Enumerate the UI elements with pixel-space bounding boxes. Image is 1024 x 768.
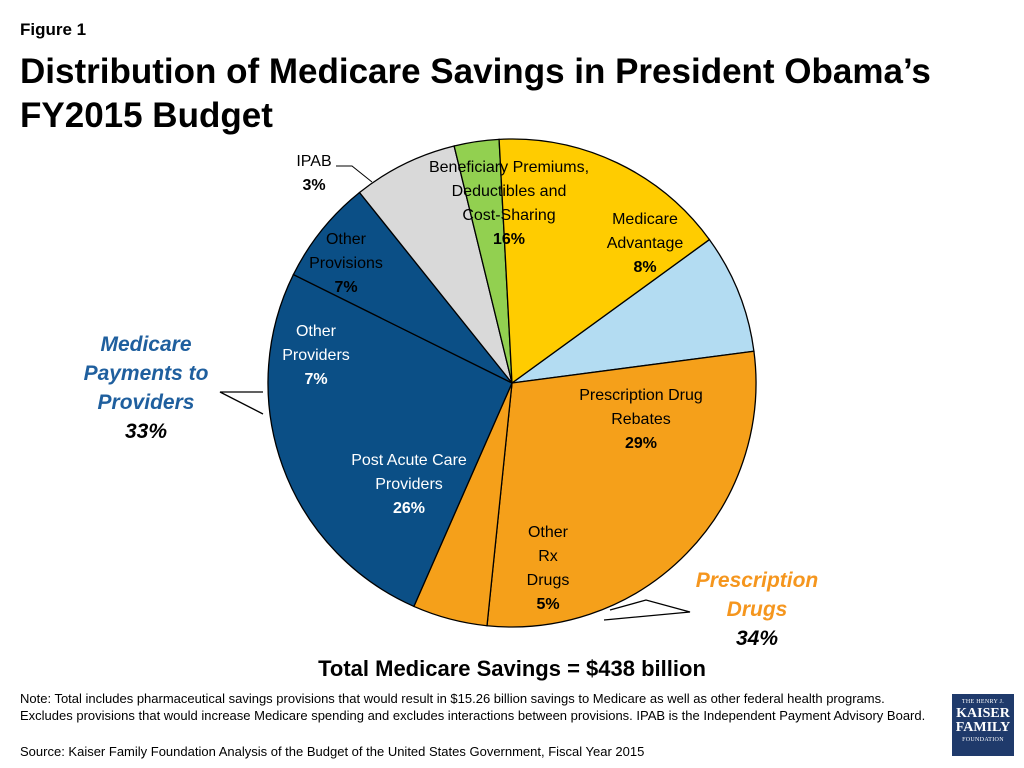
slice-label-text: Other xyxy=(296,323,337,340)
pie-slice-5 xyxy=(292,191,513,384)
group-label-text: Medicare xyxy=(100,333,191,356)
figure-label: Figure 1 xyxy=(20,20,87,39)
slice-label-text: Beneficiary Premiums, xyxy=(429,159,589,176)
slice-label-text: Other xyxy=(528,524,569,541)
slice-label-text: Deductibles and xyxy=(452,183,567,200)
group-label-2: Prescription Drugs 34% xyxy=(696,569,819,650)
slice-label-text: Medicare xyxy=(612,211,678,228)
group-percent: 34% xyxy=(736,627,778,650)
logo-line-3: FAMILY xyxy=(955,720,1011,735)
slice-label-2: Prescription Drug Rebates 29% xyxy=(579,387,703,452)
slice-label-text: IPAB xyxy=(296,153,331,170)
slice-percent: 7% xyxy=(304,371,327,388)
pie-slice-4 xyxy=(267,273,513,608)
pie-slice-6 xyxy=(358,145,513,384)
slice-label-3: Other Rx Drugs 5% xyxy=(527,524,570,613)
slice-percent: 3% xyxy=(302,177,325,194)
group-label-text: Drugs xyxy=(727,598,788,621)
slice-label-7: IPAB 3% xyxy=(296,153,331,194)
kff-logo: THE HENRY J. KAISER FAMILY FOUNDATION xyxy=(952,694,1014,756)
slice-label-6: Other Provisions 7% xyxy=(309,231,383,296)
slice-label-4: Post Acute Care Providers 26% xyxy=(351,452,467,517)
pie-chart: Medicare Advantage 8% Prescription Drug Reba… xyxy=(84,138,819,650)
pie-slices xyxy=(267,138,757,628)
slice-label-text: Drugs xyxy=(527,572,570,589)
slice-label-text: Providers xyxy=(282,347,350,364)
group-label-text: Payments to xyxy=(84,362,209,385)
slice-label-5: Other Providers 7% xyxy=(282,323,350,388)
chart-title: Distribution of Medicare Savings in Pres… xyxy=(20,52,931,135)
pie-slice-8 xyxy=(498,138,711,385)
slice-label-1: Medicare Advantage 8% xyxy=(607,211,684,276)
slice-percent: 7% xyxy=(334,279,357,296)
logo-line-2: KAISER xyxy=(956,706,1010,721)
source-note: Source: Kaiser Family Foundation Analysi… xyxy=(20,744,645,759)
logo-line-1: THE HENRY J. xyxy=(961,699,1005,705)
slice-label-text: Rebates xyxy=(611,411,671,428)
slice-percent: 29% xyxy=(625,435,657,452)
slice-label-text: Other xyxy=(326,231,367,248)
logo-line-4: FOUNDATION xyxy=(962,737,1004,743)
slice-label-text: Advantage xyxy=(607,235,684,252)
pie-slice-1 xyxy=(511,238,755,384)
providers-bracket xyxy=(219,391,264,415)
slice-percent: 16% xyxy=(493,231,525,248)
slice-label-text: Provisions xyxy=(309,255,383,272)
footnote: Note: Total includes pharmaceutical savi… xyxy=(20,691,926,723)
slice-label-8: Beneficiary Premiums, Deductibles and Cost… xyxy=(429,159,589,248)
ipab-leader-line xyxy=(336,165,373,183)
group-label-1: Medicare Payments to Providers 33% xyxy=(84,333,209,443)
slice-label-text: Post Acute Care xyxy=(351,452,467,469)
slice-percent: 8% xyxy=(633,259,656,276)
slice-label-text: Cost-Sharing xyxy=(462,207,555,224)
slice-label-text: Providers xyxy=(375,476,443,493)
group-label-text: Prescription xyxy=(696,569,819,592)
group-label-text: Providers xyxy=(98,391,195,414)
slice-label-text: Rx xyxy=(538,548,558,565)
slice-label-text: Prescription Drug xyxy=(579,387,703,404)
pie-slice-2 xyxy=(486,350,757,628)
drugs-bracket xyxy=(603,599,691,621)
slice-percent: 26% xyxy=(393,500,425,517)
total-savings-label: Total Medicare Savings = $438 billion xyxy=(318,656,706,681)
group-percent: 33% xyxy=(125,420,167,443)
slice-percent: 5% xyxy=(536,596,559,613)
